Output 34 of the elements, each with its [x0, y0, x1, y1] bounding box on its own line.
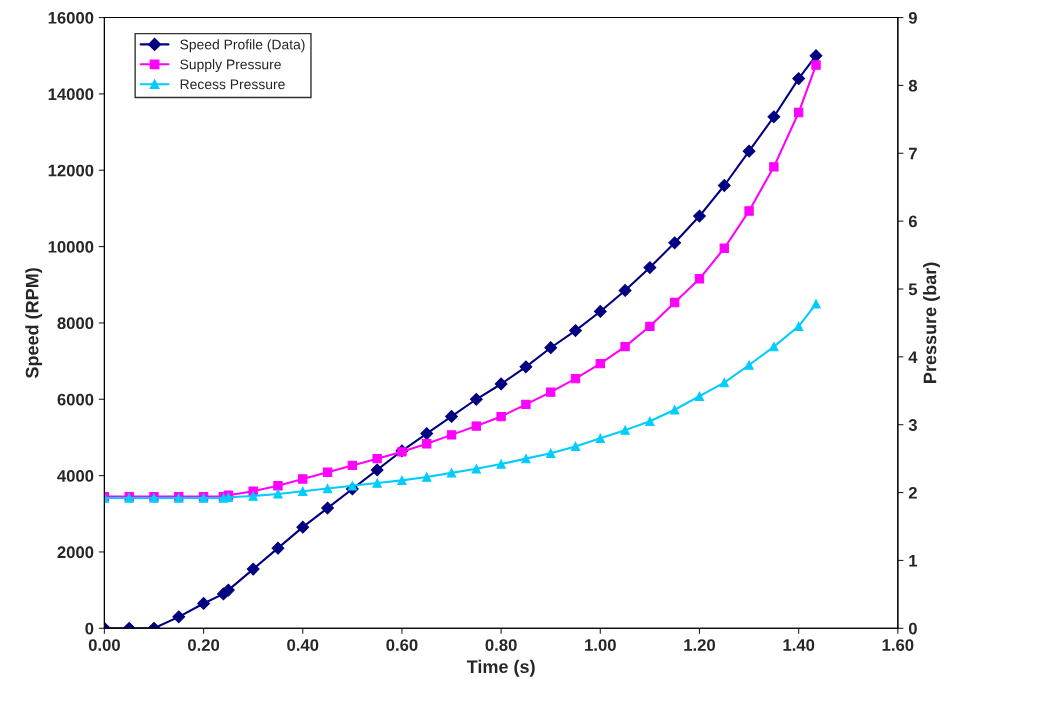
x-tick-label: 1.20	[684, 639, 716, 651]
y2-tick-label: 2	[908, 486, 917, 499]
y2-tick-label: 1	[909, 555, 918, 567]
y2-tick-label: 8	[908, 79, 918, 92]
legend-label: Supply Pressure	[180, 59, 281, 73]
y2-tick-label: 5	[908, 283, 918, 296]
y-tick-label: 6000	[57, 393, 94, 406]
y2-tick-label: 7	[908, 147, 917, 160]
y2-tick-label: 3	[908, 419, 917, 431]
y2-tick-label: 6	[908, 215, 917, 228]
y2-tick-label: 9	[908, 11, 917, 24]
y2-tick-label: 0	[908, 622, 917, 635]
x-tick-label: 0.40	[287, 639, 319, 651]
x-tick-label: 0.00	[88, 639, 120, 651]
y-axis-title: Speed (RPM)	[25, 268, 43, 379]
legend-label: Speed Profile (Data)	[180, 39, 305, 53]
legend-label: Recess Pressure	[180, 79, 285, 90]
x-tick-label: 0.80	[485, 639, 517, 651]
x-axis-title: Time (s)	[466, 659, 535, 677]
y-tick-label: 8000	[57, 317, 94, 330]
y-tick-label: 12000	[48, 164, 94, 177]
x-tick-label: 1.60	[882, 639, 914, 651]
x-tick-label: 0.20	[188, 639, 220, 651]
x-tick-label: 1.40	[783, 639, 815, 651]
x-tick-label: 1.00	[585, 639, 616, 651]
y-tick-label: 4000	[57, 470, 94, 482]
y-tick-label: 14000	[48, 88, 94, 101]
y-tick-label: 16000	[48, 11, 94, 24]
y2-axis-title: Pressure (bar)	[923, 262, 940, 383]
y-tick-label: 2000	[57, 546, 94, 559]
y-tick-label: 10000	[48, 240, 94, 253]
x-tick-label: 0.60	[386, 639, 418, 651]
y-tick-label: 0	[85, 622, 94, 635]
y2-tick-label: 4	[908, 351, 918, 363]
